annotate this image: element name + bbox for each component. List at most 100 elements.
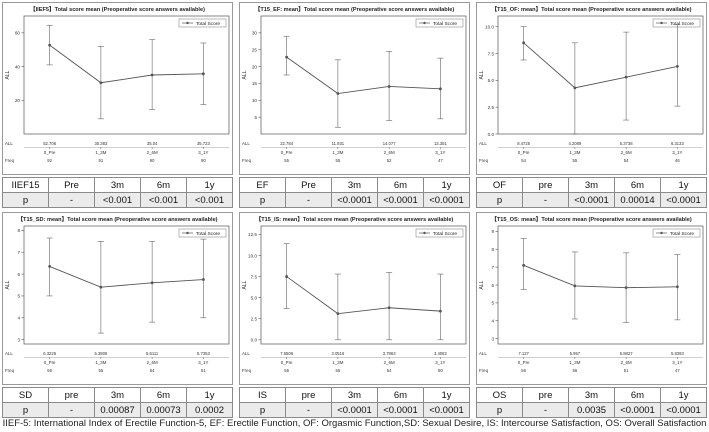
data-point	[387, 85, 391, 88]
series-line-total-score	[286, 56, 441, 95]
legend-label: Total Score	[196, 21, 220, 27]
table-cell: -	[48, 192, 95, 208]
y-tick-label: 7.5	[488, 51, 495, 56]
y-axis-label: ALL	[479, 280, 485, 289]
y-tick-label: 4	[17, 316, 20, 321]
table-header-cell: 6m	[140, 177, 187, 193]
y-tick-label: 8	[17, 228, 20, 233]
freq-row-label: Freq	[479, 368, 489, 373]
table-cell: <0.0001	[660, 402, 707, 418]
all-value-label: 14.077	[383, 141, 396, 146]
x-tick-label: 2_6M	[621, 360, 632, 365]
chart-svg-is: 【T15_IS: mean】Total score mean (Preopera…	[239, 212, 470, 385]
y-tick-label: 10.0	[248, 253, 257, 258]
all-value-label: 3.7863	[383, 351, 396, 356]
figure-footnote: IIEF-5: International Index of Erectile …	[2, 418, 707, 429]
table-header-cell: IIEF15	[2, 177, 49, 193]
table-header-cell: OS	[476, 387, 523, 403]
table-cell: 0.00087	[94, 402, 141, 418]
y-axis-label: ALL	[242, 280, 248, 289]
chart-panel-ef: 【T15_EF: mean】Total score mean (Preopera…	[239, 2, 470, 175]
table-cell: <0.0001	[423, 402, 470, 418]
all-row-label: ALL	[479, 141, 487, 146]
x-tick-label: 0_Pre	[44, 150, 56, 155]
plot-area	[497, 15, 704, 135]
table-cell: p	[476, 192, 523, 208]
data-point	[336, 92, 340, 95]
x-tick-label: 3_1Y	[672, 360, 682, 365]
x-tick-label: 2_6M	[147, 360, 158, 365]
table-cell: 0.00073	[140, 402, 187, 418]
table-cell: <0.0001	[377, 192, 424, 208]
legend-label: Total Score	[670, 21, 694, 27]
y-tick-label: 6	[491, 283, 494, 288]
table-header-cell: IS	[239, 387, 286, 403]
data-point	[675, 285, 679, 289]
x-tick-label: 3_1Y	[672, 150, 682, 155]
table-header-cell: 6m	[140, 387, 187, 403]
x-tick-label: 0_Pre	[518, 360, 530, 365]
all-row-label: ALL	[479, 351, 487, 356]
freq-row-label: Freq	[242, 158, 252, 163]
data-point	[99, 81, 103, 85]
y-tick-label: 3	[17, 337, 20, 342]
table-header-cell: 3m	[331, 177, 378, 193]
data-point	[201, 278, 205, 281]
table-cell: <0.0001	[660, 192, 707, 208]
data-point	[438, 309, 442, 313]
table-header-cell: SD	[2, 387, 49, 403]
y-tick-label: 20	[15, 98, 21, 103]
table-cell: -	[285, 402, 332, 418]
legend-label: Total Score	[670, 231, 694, 237]
all-value-label: 5.3806	[94, 351, 107, 356]
table-cell: p	[476, 402, 523, 418]
all-value-label: 6.3133	[671, 141, 684, 146]
p-value-table-iief5: IIEF15 Pre 3m 6m 1y p - <0.001 <0.001 <0.001	[2, 177, 233, 208]
chart-svg-of: 【T15_OF: mean】Total score mean (Preopera…	[476, 2, 707, 175]
x-tick-label: 2_6M	[147, 150, 158, 155]
freq-row-label: Freq	[242, 368, 252, 373]
x-tick-label: 1_3M	[332, 150, 343, 155]
chart-panel-sd: 【T15_SD: mean】Total score mean (Preopera…	[2, 212, 233, 385]
data-point	[387, 306, 391, 310]
series-line-total-score	[49, 266, 204, 288]
series-line-total-score	[286, 276, 441, 315]
chart-panel-iief5: 【IIEF5】Total score mean (Preoperative sc…	[2, 2, 233, 175]
y-tick-label: 7	[491, 265, 494, 270]
x-tick-label: 1_3M	[95, 360, 106, 365]
data-point	[285, 55, 289, 59]
table-header-cell: 1y	[423, 387, 470, 403]
x-tick-label: 3_1Y	[435, 150, 445, 155]
chart-svg-sd: 【T15_SD: mean】Total score mean (Preopera…	[2, 212, 233, 385]
freq-value-label: 56	[284, 368, 289, 373]
freq-value-label: 56	[521, 368, 526, 373]
all-value-label: 5.8827	[620, 351, 633, 356]
y-tick-label: 4	[491, 319, 494, 324]
data-point	[336, 312, 340, 316]
table-header-cell: 3m	[94, 387, 141, 403]
data-point	[573, 284, 577, 288]
plot-area	[260, 15, 467, 135]
legend-marker	[186, 231, 189, 235]
legend-marker	[423, 21, 426, 25]
y-tick-label: 9	[491, 229, 494, 234]
table-cell: -	[48, 402, 95, 418]
table-header-cell: 3m	[568, 387, 615, 403]
table-cell: -	[522, 402, 569, 418]
chart-svg-ef: 【T15_EF: mean】Total score mean (Preopera…	[239, 2, 470, 175]
freq-value-label: 55	[99, 368, 104, 373]
freq-value-label: 54	[387, 368, 392, 373]
chart-panel-os: 【T15_OS: mean】Total score mean (Preopera…	[476, 212, 707, 385]
y-tick-label: 7	[17, 250, 20, 255]
chart-panel-is: 【T15_IS: mean】Total score mean (Preopera…	[239, 212, 470, 385]
plot-area	[260, 225, 467, 345]
legend-marker	[186, 21, 189, 25]
table-header-cell: pre	[522, 387, 569, 403]
table-header-cell: Pre	[285, 177, 332, 193]
legend-box	[178, 18, 227, 28]
legend-box	[652, 228, 701, 238]
freq-value-label: 55	[336, 158, 341, 163]
table-header-cell: Pre	[48, 177, 95, 193]
all-value-label: 30.383	[94, 141, 107, 146]
all-value-label: 8.4725	[517, 141, 530, 146]
